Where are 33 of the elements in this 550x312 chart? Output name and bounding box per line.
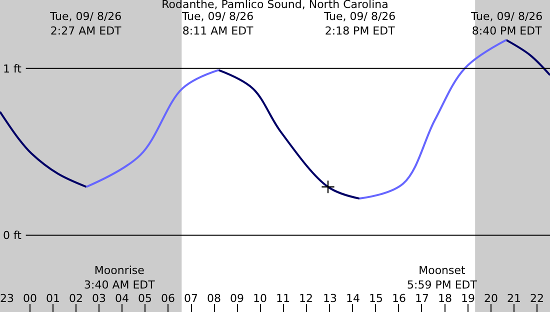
x-tick-label: 01 — [46, 292, 60, 305]
x-tick-label: 04 — [115, 292, 129, 305]
x-tick-label: 12 — [299, 292, 313, 305]
y-tick-label: 0 ft — [3, 229, 22, 242]
x-tick-label: 16 — [392, 292, 406, 305]
x-tick-label: 07 — [184, 292, 198, 305]
x-tick-label: 13 — [323, 292, 337, 305]
x-tick-label: 21 — [507, 292, 521, 305]
x-tick-label: 23 — [0, 292, 14, 305]
x-tick-label: 15 — [369, 292, 383, 305]
y-tick-label: 1 ft — [3, 62, 22, 76]
x-tick-label: 14 — [346, 292, 360, 305]
annotation: Tue, 09/ 8/26 8:11 AM EDT — [181, 10, 254, 38]
x-tick-label: 10 — [253, 292, 267, 305]
x-tick-label: 02 — [69, 292, 83, 305]
annotation: Tue, 09/ 8/26 2:18 PM EDT — [323, 10, 396, 38]
x-tick-label: 05 — [138, 292, 152, 305]
x-tick-label: 09 — [230, 292, 244, 305]
x-tick-label: 22 — [530, 292, 544, 305]
x-tick-label: 08 — [207, 292, 221, 305]
x-tick-label: 00 — [23, 292, 37, 305]
x-tick-label: 11 — [276, 292, 290, 305]
annotation: Moonset 5:59 PM EDT — [407, 264, 478, 292]
x-tick-label: 18 — [438, 292, 452, 305]
x-tick-label: 19 — [461, 292, 475, 305]
chart-title: Rodanthe, Pamlico Sound, North Carolina — [162, 0, 388, 12]
annotation: Moonrise 3:40 AM EDT — [84, 264, 156, 292]
annotation: Tue, 09/ 8/26 2:27 AM EDT — [49, 10, 122, 38]
x-tick-label: 06 — [161, 292, 175, 305]
x-tick-label: 03 — [92, 292, 106, 305]
x-tick-label: 20 — [484, 292, 498, 305]
annotation: Tue, 09/ 8/26 8:40 PM EDT — [470, 10, 543, 38]
x-tick-label: 17 — [415, 292, 429, 305]
